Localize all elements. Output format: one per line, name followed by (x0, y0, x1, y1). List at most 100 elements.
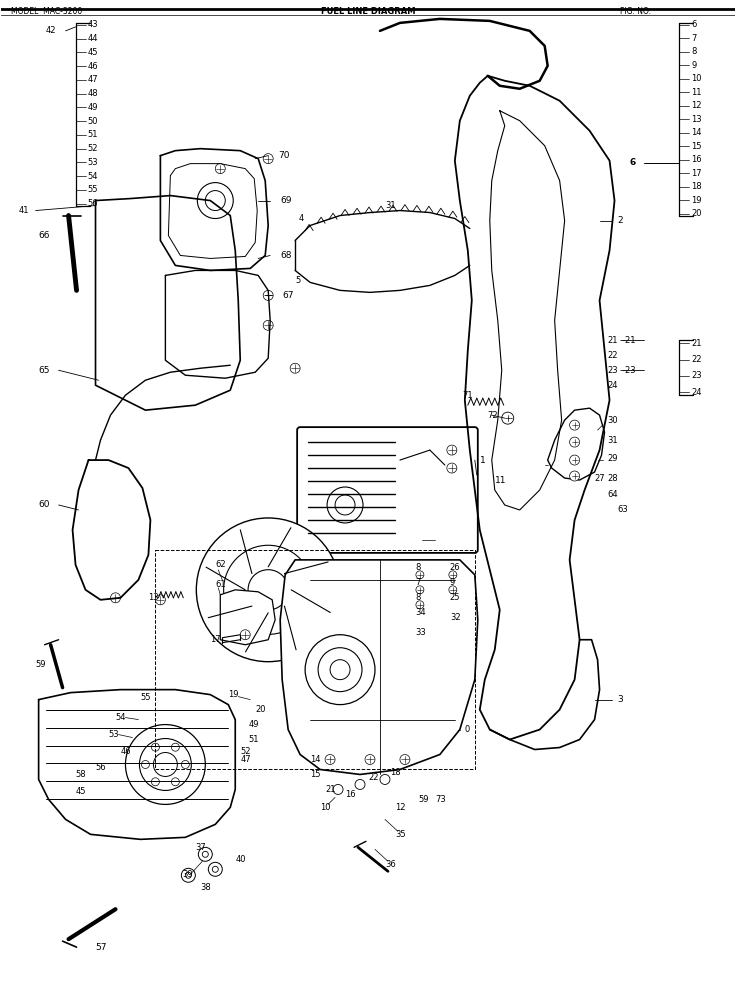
Text: 10: 10 (320, 803, 330, 812)
Text: 16: 16 (691, 155, 702, 164)
Text: 8: 8 (415, 563, 420, 572)
Circle shape (224, 545, 313, 635)
Text: 52: 52 (88, 145, 98, 153)
Bar (155, 549, 475, 769)
Circle shape (380, 774, 390, 784)
Circle shape (141, 760, 149, 768)
Text: 8: 8 (691, 48, 697, 56)
Circle shape (318, 647, 362, 692)
Text: 16: 16 (345, 790, 355, 799)
Text: 23: 23 (607, 365, 618, 375)
Text: 23: 23 (691, 371, 702, 380)
Text: 6: 6 (691, 21, 697, 30)
Text: 27: 27 (595, 473, 605, 482)
Text: 55: 55 (88, 185, 98, 194)
Circle shape (240, 630, 250, 640)
Text: 15: 15 (310, 770, 321, 779)
Text: 37: 37 (195, 842, 206, 851)
Text: 3: 3 (618, 695, 623, 704)
Text: 64: 64 (607, 490, 618, 500)
Text: 15: 15 (691, 142, 702, 150)
Text: 45: 45 (88, 48, 98, 56)
Circle shape (502, 412, 514, 424)
Text: 19: 19 (691, 196, 702, 205)
Circle shape (197, 518, 340, 661)
Text: 12: 12 (691, 101, 702, 110)
Text: 73: 73 (435, 795, 445, 804)
Polygon shape (280, 560, 478, 774)
Circle shape (335, 495, 355, 515)
Text: 56: 56 (96, 763, 106, 772)
Text: 56: 56 (88, 199, 98, 208)
Text: 20: 20 (255, 705, 266, 714)
Text: 31: 31 (385, 201, 395, 210)
Circle shape (333, 784, 343, 794)
Circle shape (153, 752, 177, 776)
Text: 51: 51 (88, 131, 98, 140)
Text: 58: 58 (76, 770, 86, 779)
Text: 63: 63 (618, 506, 629, 515)
Circle shape (263, 290, 273, 300)
Text: 50: 50 (88, 117, 98, 126)
Text: 54: 54 (116, 713, 126, 722)
Text: --23: --23 (620, 365, 636, 375)
Text: 10: 10 (691, 74, 702, 83)
Text: 47: 47 (88, 75, 98, 84)
Text: 24: 24 (691, 388, 702, 397)
Circle shape (447, 463, 457, 473)
Text: 13: 13 (691, 115, 702, 124)
Text: 46: 46 (121, 747, 131, 756)
Text: 66: 66 (38, 231, 50, 240)
Text: 42: 42 (46, 27, 56, 36)
Text: 18: 18 (390, 768, 400, 777)
Circle shape (110, 593, 121, 603)
Text: 53: 53 (88, 157, 98, 167)
Text: 5: 5 (295, 276, 300, 285)
Text: 43: 43 (88, 21, 98, 30)
Text: --21: --21 (620, 336, 636, 345)
Text: 40: 40 (236, 854, 246, 864)
Text: 60: 60 (38, 501, 50, 510)
Circle shape (205, 191, 225, 211)
Text: 67: 67 (282, 291, 294, 300)
Circle shape (570, 455, 579, 465)
Text: 20: 20 (691, 209, 702, 218)
Text: 68: 68 (280, 250, 291, 260)
Text: 35: 35 (395, 830, 406, 839)
Text: 53: 53 (108, 730, 119, 740)
Text: 33: 33 (415, 629, 425, 638)
Text: 38: 38 (200, 883, 211, 892)
Circle shape (449, 571, 457, 579)
Circle shape (447, 446, 457, 455)
Text: 49: 49 (248, 720, 259, 729)
Circle shape (449, 586, 457, 594)
Text: 17: 17 (210, 636, 221, 644)
Text: 47: 47 (240, 755, 251, 764)
Text: 25: 25 (450, 593, 460, 602)
Text: 6: 6 (629, 158, 636, 167)
Text: 14: 14 (310, 755, 321, 764)
Circle shape (263, 153, 273, 163)
Text: 1: 1 (480, 455, 486, 464)
FancyBboxPatch shape (297, 427, 478, 552)
Circle shape (185, 872, 191, 878)
Text: 22: 22 (607, 350, 618, 359)
Text: 52: 52 (240, 747, 251, 756)
Circle shape (416, 601, 424, 609)
Text: 34: 34 (415, 608, 425, 618)
Text: 8: 8 (415, 593, 420, 602)
Text: 9: 9 (691, 60, 697, 70)
Circle shape (202, 851, 208, 857)
Text: 59: 59 (35, 660, 46, 669)
Text: 21: 21 (325, 785, 336, 794)
Text: FUEL LINE DIAGRAM: FUEL LINE DIAGRAM (321, 7, 415, 17)
Circle shape (212, 866, 219, 872)
Text: 21: 21 (607, 336, 618, 345)
Text: 12: 12 (395, 803, 406, 812)
Circle shape (290, 363, 300, 373)
Text: 22: 22 (691, 355, 702, 364)
Text: 31: 31 (607, 436, 618, 445)
Circle shape (181, 760, 189, 768)
Text: 39: 39 (183, 870, 193, 879)
Text: 0: 0 (465, 725, 470, 734)
